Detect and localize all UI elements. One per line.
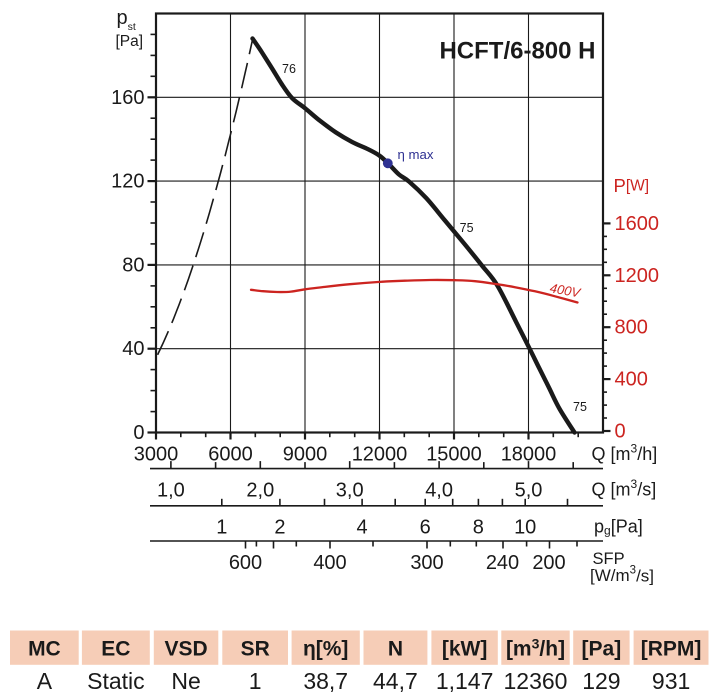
svg-text:1,0: 1,0	[157, 479, 185, 501]
svg-text:4: 4	[357, 517, 368, 539]
svg-text:VSD: VSD	[165, 637, 208, 660]
svg-text:240: 240	[486, 552, 519, 574]
svg-text:6000: 6000	[208, 444, 253, 466]
svg-text:pg[Pa]: pg[Pa]	[594, 517, 643, 538]
svg-text:1: 1	[249, 668, 262, 694]
svg-text:2,0: 2,0	[246, 479, 274, 501]
svg-text:1: 1	[216, 517, 227, 539]
svg-text:[kW]: [kW]	[442, 637, 488, 660]
svg-text:75: 75	[460, 221, 474, 235]
svg-text:6: 6	[420, 517, 431, 539]
svg-text:8: 8	[473, 517, 484, 539]
svg-text:300: 300	[410, 552, 443, 574]
svg-text:4,0: 4,0	[425, 479, 453, 501]
svg-text:800: 800	[615, 317, 648, 339]
svg-text:40: 40	[122, 338, 144, 360]
svg-text:160: 160	[111, 87, 144, 109]
svg-text:200: 200	[532, 552, 565, 574]
svg-text:Q [m3/s]: Q [m3/s]	[592, 477, 657, 500]
svg-text:[Pa]: [Pa]	[116, 33, 144, 50]
svg-text:A: A	[37, 668, 53, 694]
svg-text:1,147: 1,147	[436, 668, 494, 694]
svg-text:[RPM]: [RPM]	[641, 637, 702, 660]
svg-text:400V: 400V	[549, 280, 583, 300]
svg-text:N: N	[388, 637, 403, 660]
svg-text:400: 400	[313, 552, 346, 574]
svg-text:Ne: Ne	[171, 668, 200, 694]
svg-text:SFP: SFP	[593, 550, 625, 568]
svg-text:[Pa]: [Pa]	[582, 637, 622, 660]
svg-text:0: 0	[133, 422, 144, 444]
svg-text:12000: 12000	[352, 444, 408, 466]
svg-text:400: 400	[615, 369, 648, 391]
svg-text:η max: η max	[398, 147, 434, 162]
svg-text:SR: SR	[241, 637, 270, 660]
svg-text:931: 931	[652, 668, 690, 694]
svg-text:12360: 12360	[504, 668, 568, 694]
svg-text:η[%]: η[%]	[303, 637, 349, 660]
svg-text:HCFT/6-800 H: HCFT/6-800 H	[439, 38, 595, 65]
svg-text:9000: 9000	[283, 444, 328, 466]
svg-text:600: 600	[229, 552, 262, 574]
svg-text:EC: EC	[101, 637, 130, 660]
svg-text:Static: Static	[87, 668, 145, 694]
svg-text:[m3/h]: [m3/h]	[506, 636, 565, 661]
svg-text:3,0: 3,0	[336, 479, 364, 501]
svg-text:120: 120	[111, 171, 144, 193]
svg-text:3000: 3000	[134, 444, 179, 466]
svg-text:MC: MC	[28, 637, 61, 660]
svg-text:10: 10	[514, 517, 536, 539]
svg-text:18000: 18000	[501, 444, 557, 466]
svg-text:[W/m3/s]: [W/m3/s]	[590, 565, 654, 586]
svg-text:15000: 15000	[426, 444, 482, 466]
svg-text:75: 75	[573, 400, 587, 414]
svg-text:38,7: 38,7	[303, 668, 348, 694]
svg-text:80: 80	[122, 254, 144, 276]
svg-text:P[W]: P[W]	[614, 175, 650, 196]
svg-text:5,0: 5,0	[515, 479, 543, 501]
svg-text:Q [m3/h]: Q [m3/h]	[592, 441, 658, 464]
svg-text:44,7: 44,7	[373, 668, 418, 694]
svg-text:0: 0	[615, 421, 626, 443]
svg-text:1600: 1600	[615, 213, 660, 235]
svg-text:2: 2	[274, 517, 285, 539]
svg-text:129: 129	[582, 668, 620, 694]
svg-text:1200: 1200	[615, 265, 660, 287]
svg-text:76: 76	[282, 62, 296, 76]
